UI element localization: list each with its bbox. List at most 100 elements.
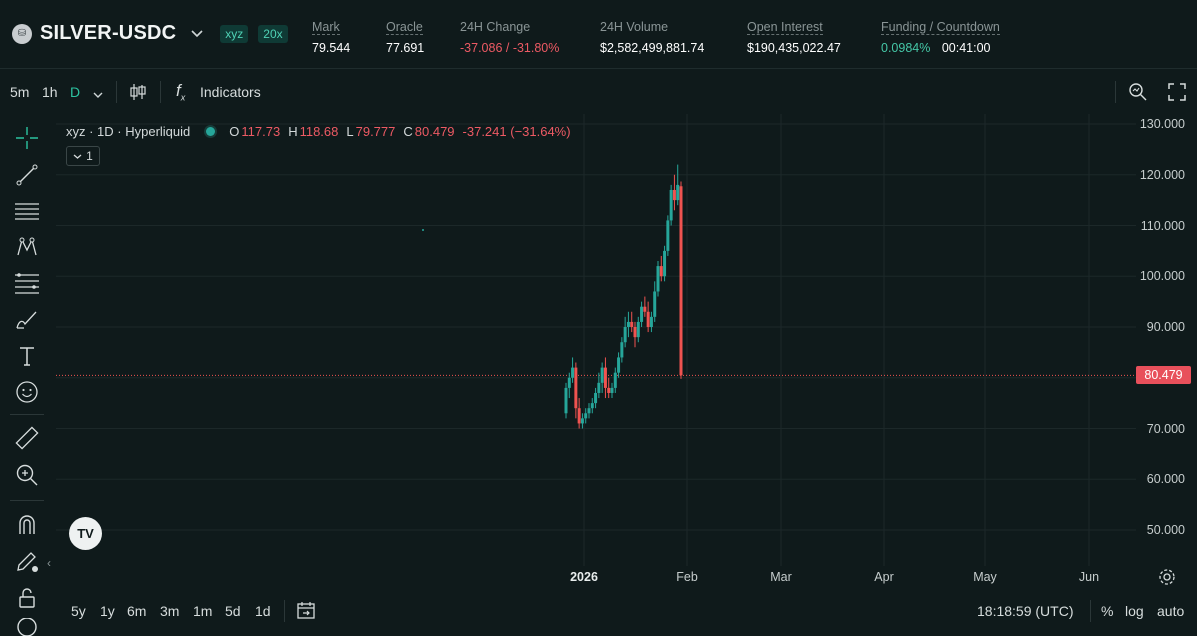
tools-divider xyxy=(10,500,44,501)
auto-scale-toggle[interactable]: auto xyxy=(1157,603,1185,619)
utc-clock[interactable]: 18:18:59 (UTC) xyxy=(977,603,1074,619)
open-interest-value: $190,435,022.47 xyxy=(747,41,841,55)
change-stat: 24H Change -37.086 / -31.80% xyxy=(460,18,559,55)
quick-search-icon[interactable] xyxy=(1128,82,1148,105)
candle-body xyxy=(617,357,621,373)
indicators-fx-icon[interactable]: fx xyxy=(176,81,186,103)
price-tick-label: 110.000 xyxy=(1140,218,1185,233)
interval-dropdown-chevron-icon[interactable] xyxy=(93,86,103,102)
mark-value: 79.544 xyxy=(312,41,351,55)
brush-icon[interactable] xyxy=(13,306,41,334)
emoji-icon[interactable] xyxy=(13,378,41,406)
fullscreen-icon[interactable] xyxy=(1167,82,1187,105)
time-tick-label: Apr xyxy=(874,570,894,584)
interval-d[interactable]: D xyxy=(70,84,81,100)
last-price-label: 80.479 xyxy=(1136,366,1191,385)
interval-1h[interactable]: 1h xyxy=(42,84,58,100)
log-scale-toggle[interactable]: log xyxy=(1125,603,1144,619)
fib-retracement-icon[interactable] xyxy=(13,269,41,297)
tools-divider xyxy=(10,414,44,415)
market-header: ⛁ SILVER-USDC xyz 20x Mark 79.544 Oracle… xyxy=(0,0,1197,69)
pattern-icon[interactable] xyxy=(13,233,41,261)
candle-body xyxy=(676,184,680,201)
symbol-label[interactable]: xyz · 1D · Hyperliquid xyxy=(66,124,191,139)
time-axis[interactable]: 2026 Feb Mar Apr May Jun xyxy=(56,566,1136,590)
trend-line-icon[interactable] xyxy=(13,161,41,189)
price-tick-label: 100.000 xyxy=(1139,269,1185,284)
percent-scale-toggle[interactable]: % xyxy=(1101,603,1114,619)
range-6m[interactable]: 6m xyxy=(127,603,147,619)
range-3m[interactable]: 3m xyxy=(160,603,180,619)
candle-type-icon[interactable] xyxy=(129,82,147,105)
dex-badge: xyz xyxy=(220,24,249,43)
candle-body xyxy=(663,250,667,277)
price-tick-label: 50.000 xyxy=(1146,523,1185,537)
candle-body xyxy=(584,413,588,419)
zoom-in-icon[interactable] xyxy=(13,461,41,489)
ruler-icon[interactable] xyxy=(13,424,41,452)
price-tick-label: 60.000 xyxy=(1146,472,1185,487)
price-axis[interactable]: 130.000120.000110.000100.00090.00080.000… xyxy=(1136,114,1197,566)
open-label: O xyxy=(229,124,240,139)
range-1m[interactable]: 1m xyxy=(193,603,213,619)
drawing-toolbar: ‹ xyxy=(0,118,52,636)
toolbar-divider xyxy=(1115,81,1116,103)
visibility-icon[interactable] xyxy=(13,618,41,636)
crosshair-icon[interactable] xyxy=(13,124,41,152)
range-1y[interactable]: 1y xyxy=(100,603,115,619)
low-value: 79.777 xyxy=(355,124,396,139)
candle-body xyxy=(580,418,584,424)
lock-icon[interactable] xyxy=(13,584,41,612)
horizontal-lines-icon[interactable] xyxy=(13,197,41,225)
legend-collapse-button[interactable]: 1 xyxy=(66,146,100,166)
oracle-label[interactable]: Oracle xyxy=(386,20,423,35)
price-tick-label: 90.000 xyxy=(1146,320,1185,334)
candle-body xyxy=(623,327,627,343)
range-5y[interactable]: 5y xyxy=(71,603,86,619)
candle-body xyxy=(597,382,601,393)
tradingview-logo[interactable]: TV xyxy=(69,517,102,550)
candle-body xyxy=(600,367,604,383)
funding-label[interactable]: Funding / Countdown xyxy=(881,20,1000,35)
bottom-bar: 5y 1y 6m 3m 1m 5d 1d 18:18:59 (UTC) % lo… xyxy=(0,596,1197,626)
volume-label: 24H Volume xyxy=(600,20,669,34)
oracle-stat: Oracle 77.691 xyxy=(386,18,424,55)
asset-name: SILVER-USDC xyxy=(40,22,177,44)
mark-label[interactable]: Mark xyxy=(312,20,340,35)
silver-coin-icon: ⛁ xyxy=(12,23,32,44)
stray-marker xyxy=(422,229,424,231)
candle-body xyxy=(603,367,607,388)
open-interest-label[interactable]: Open Interest xyxy=(747,20,823,35)
chevron-down-icon[interactable] xyxy=(190,26,204,42)
candle-body xyxy=(672,189,676,201)
oracle-value: 77.691 xyxy=(386,41,425,55)
asset-selector[interactable]: ⛁ SILVER-USDC xyz 20x xyxy=(12,22,288,45)
change-value-legend: -37.241 (−31.64%) xyxy=(462,124,571,139)
candle-body xyxy=(669,189,673,221)
candle-body xyxy=(653,291,657,317)
change-label: 24H Change xyxy=(460,20,531,34)
change-value: -37.086 / -31.80% xyxy=(460,41,560,55)
price-tick-label: 70.000 xyxy=(1146,421,1185,436)
draw-mode-icon[interactable] xyxy=(13,547,41,575)
bottom-divider xyxy=(284,600,285,622)
text-tool-icon[interactable] xyxy=(13,342,41,370)
chart-settings-gear-icon[interactable] xyxy=(1158,568,1176,591)
collapse-toolbar-chevron-icon[interactable]: ‹ xyxy=(47,556,51,570)
go-to-date-icon[interactable] xyxy=(296,600,316,623)
magnet-icon[interactable] xyxy=(13,511,41,539)
indicators-button[interactable]: Indicators xyxy=(200,84,261,100)
range-1d[interactable]: 1d xyxy=(255,603,271,619)
range-5d[interactable]: 5d xyxy=(225,603,241,619)
candle-body xyxy=(571,367,575,378)
close-label: C xyxy=(403,124,413,139)
price-chart[interactable] xyxy=(56,114,1136,566)
funding-stat: Funding / Countdown 0.0984% 00:41:00 xyxy=(881,18,1000,55)
candle-body xyxy=(640,306,644,322)
time-tick-label: Feb xyxy=(676,570,698,584)
interval-5m[interactable]: 5m xyxy=(10,84,30,100)
volume-value: $2,582,499,881.74 xyxy=(600,41,705,55)
time-tick-label: Jun xyxy=(1078,570,1100,584)
candle-body xyxy=(636,321,640,338)
candle-body xyxy=(679,186,683,376)
